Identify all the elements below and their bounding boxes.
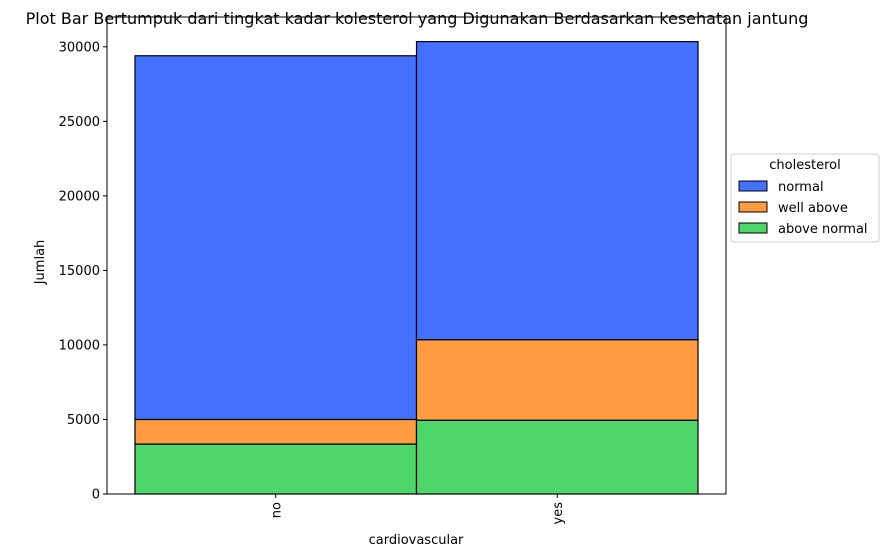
legend-swatch-normal (738, 180, 768, 192)
y-tick-label: 25000 (59, 115, 100, 130)
legend-swatch-above-normal (738, 222, 768, 234)
y-tick-label: 15000 (59, 264, 100, 279)
bar-no-above-normal (134, 443, 418, 495)
bar-yes-above-normal (415, 419, 699, 495)
legend-frame (730, 153, 880, 243)
legend-label-well-above: well above (778, 201, 848, 216)
bar-yes-well-above (415, 339, 699, 421)
legend-label-above-normal: above normal (778, 222, 868, 237)
legend: cholesterol normal well above above normal (730, 153, 880, 243)
legend-label-normal: normal (778, 180, 824, 195)
x-tick-label-no: no (269, 502, 284, 518)
bars-group (134, 40, 699, 495)
y-tick-label: 10000 (59, 338, 100, 353)
y-tick-label: 5000 (67, 413, 100, 428)
y-tick-label: 0 (92, 488, 100, 503)
y-tick-label: 30000 (59, 40, 100, 55)
bar-no-well-above (134, 418, 418, 445)
legend-title: cholesterol (769, 158, 840, 173)
plot-frame (106, 16, 727, 495)
x-axis-label: cardiovascular (369, 533, 464, 548)
y-tick-label: 20000 (59, 189, 100, 204)
y-axis-ticks: 0 5000 10000 15000 20000 25000 30000 (59, 40, 107, 503)
y-axis-label: Jumlah (33, 240, 48, 286)
x-tick-label-yes: yes (551, 502, 566, 525)
x-axis-ticks: no yes (269, 494, 566, 524)
bar-no-normal (134, 55, 418, 421)
legend-swatch-well-above (738, 201, 768, 213)
chart-title: Plot Bar Bertumpuk dari tingkat kadar ko… (26, 9, 809, 28)
bar-yes-normal (415, 40, 699, 341)
